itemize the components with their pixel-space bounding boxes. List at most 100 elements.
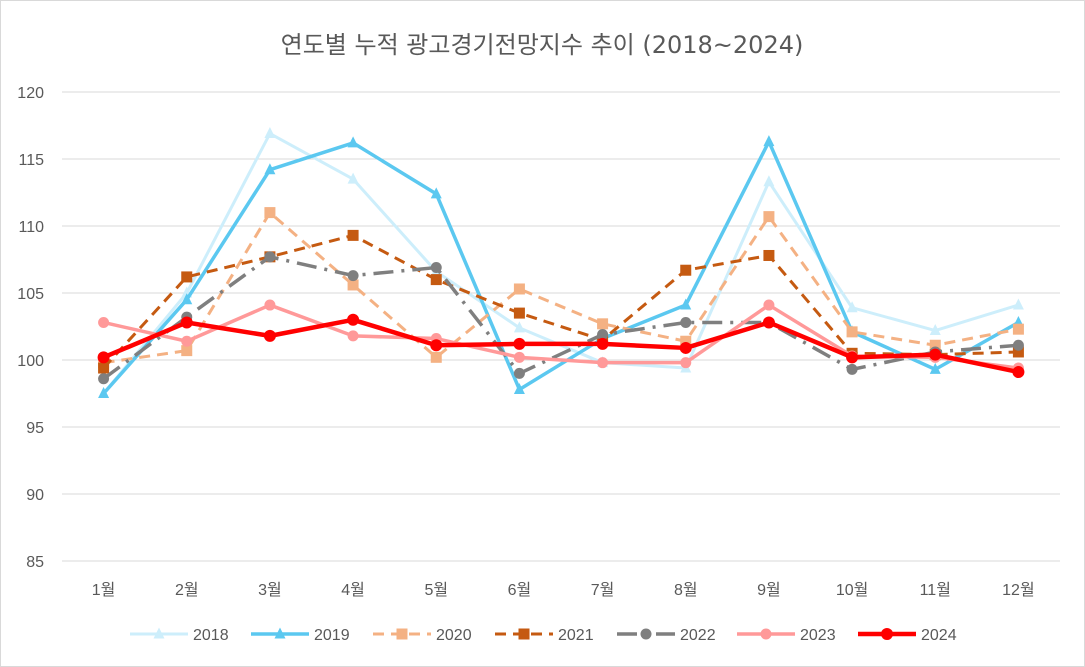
data-point-2019 xyxy=(430,187,442,199)
legend-swatch-marker xyxy=(153,627,165,639)
data-point-2018 xyxy=(347,172,359,184)
legend-item-2022: 2022 xyxy=(617,627,716,644)
legend-swatch-marker xyxy=(518,628,530,640)
data-point-2024 xyxy=(97,351,110,364)
data-point-2021 xyxy=(181,271,193,283)
data-point-2018 xyxy=(1012,298,1024,310)
data-point-2018 xyxy=(264,127,276,139)
data-point-2022 xyxy=(597,329,609,341)
data-point-2020 xyxy=(846,326,858,338)
y-tick-label: 100 xyxy=(17,353,44,370)
data-point-2019 xyxy=(264,163,276,175)
x-tick-label: 4월 xyxy=(341,581,365,599)
legend-item-2019: 2019 xyxy=(251,627,350,644)
data-point-2020 xyxy=(181,345,193,357)
data-point-2023 xyxy=(513,351,525,363)
x-tick-label: 11월 xyxy=(920,581,951,599)
data-point-2019 xyxy=(513,382,525,394)
data-point-2022 xyxy=(347,270,359,282)
data-point-2024 xyxy=(762,316,775,329)
data-point-2022 xyxy=(430,262,442,274)
data-point-2021 xyxy=(98,362,110,374)
data-point-2019 xyxy=(98,387,110,398)
data-point-2019 xyxy=(680,298,692,310)
y-tick-label: 110 xyxy=(18,219,44,236)
legend-label: 2024 xyxy=(921,627,957,644)
x-tick-label: 10월 xyxy=(836,581,869,599)
y-tick-label: 115 xyxy=(18,152,44,169)
legend-label: 2022 xyxy=(680,627,716,644)
data-point-2024 xyxy=(596,337,609,350)
data-point-2024 xyxy=(180,316,193,329)
data-point-2019 xyxy=(347,136,359,148)
data-point-2021 xyxy=(763,249,775,261)
data-point-2024 xyxy=(430,339,443,352)
legend-swatch-marker xyxy=(274,627,286,639)
x-tick-label: 6월 xyxy=(508,581,532,599)
y-axis-ticks: 85 90 95 100 105 110 115 120 xyxy=(17,85,44,571)
data-point-2023 xyxy=(347,330,359,342)
series-line-2024 xyxy=(102,317,1019,375)
data-point-2024 xyxy=(347,313,360,326)
data-point-2020 xyxy=(430,351,442,363)
data-point-2018 xyxy=(763,175,775,187)
legend-swatch-marker xyxy=(640,628,652,640)
data-point-2021 xyxy=(680,264,692,276)
x-tick-label: 3월 xyxy=(258,581,282,599)
data-point-2020 xyxy=(763,211,775,223)
data-point-2021 xyxy=(1012,346,1024,358)
legend-label: 2021 xyxy=(558,627,594,644)
series-group xyxy=(97,127,1025,398)
x-axis-ticks: 1월 2월 3월 4월 5월 6월 7월 8월 9월 10월 11월 12월 xyxy=(92,581,1035,599)
legend-item-2018: 2018 xyxy=(130,627,229,644)
data-point-2022 xyxy=(513,367,525,379)
legend-swatch-marker xyxy=(396,628,408,640)
data-point-2020 xyxy=(929,339,941,351)
data-point-2021 xyxy=(513,307,525,319)
series-line-2020 xyxy=(103,211,1019,365)
data-point-2024 xyxy=(513,337,526,350)
data-point-2020 xyxy=(1012,323,1024,335)
legend-label: 2020 xyxy=(436,627,472,644)
y-tick-label: 90 xyxy=(26,487,44,504)
legend-label: 2019 xyxy=(314,627,350,644)
legend-label: 2018 xyxy=(193,627,229,644)
legend-item-2020: 2020 xyxy=(373,627,472,644)
data-point-2022 xyxy=(846,363,858,375)
data-point-2022 xyxy=(680,316,692,328)
x-tick-label: 1월 xyxy=(92,581,116,599)
legend-swatch-marker xyxy=(881,628,893,640)
data-point-2023 xyxy=(597,357,609,369)
data-point-2022 xyxy=(1012,339,1024,351)
legend-item-2021: 2021 xyxy=(495,627,594,644)
data-point-2024 xyxy=(263,329,276,342)
data-point-2022 xyxy=(98,373,110,385)
series-line-2019 xyxy=(102,139,1020,395)
chart-title: 연도별 누적 광고경기전망지수 추이 (2018~2024) xyxy=(281,31,804,59)
legend-item-2024: 2024 xyxy=(858,627,957,644)
x-tick-label: 9월 xyxy=(757,581,781,599)
series-2024 xyxy=(97,313,1025,379)
data-point-2020 xyxy=(680,335,692,347)
data-point-2019 xyxy=(929,362,941,374)
legend-label: 2023 xyxy=(800,627,836,644)
grid-lines xyxy=(62,91,1060,562)
y-tick-label: 95 xyxy=(26,420,44,437)
data-point-2019 xyxy=(181,293,193,305)
data-point-2018 xyxy=(846,301,858,313)
data-point-2018 xyxy=(513,321,525,333)
data-point-2023 xyxy=(763,299,775,311)
series-2021 xyxy=(98,229,1024,374)
y-tick-label: 85 xyxy=(26,554,44,571)
data-point-2024 xyxy=(679,341,692,354)
data-point-2023 xyxy=(680,357,692,369)
x-tick-label: 2월 xyxy=(175,581,199,599)
x-tick-label: 5월 xyxy=(424,581,448,599)
legend-swatch-marker xyxy=(760,628,772,640)
data-point-2022 xyxy=(264,251,276,263)
data-point-2024 xyxy=(929,348,942,361)
legend: 2018 2019 2020 2021 2022 2023 2024 xyxy=(130,627,957,644)
x-tick-label: 12월 xyxy=(1002,581,1035,599)
